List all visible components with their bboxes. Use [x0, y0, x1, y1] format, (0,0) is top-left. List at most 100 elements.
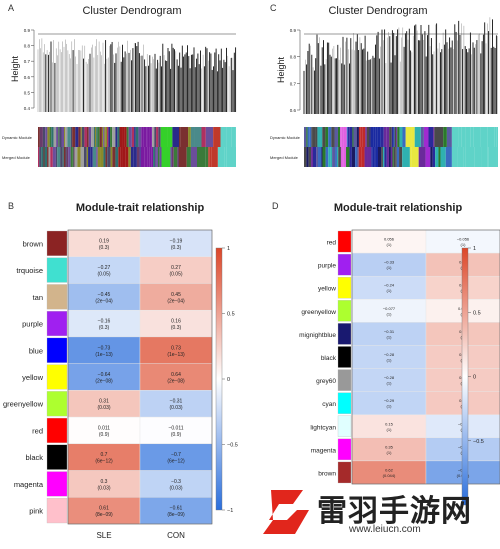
cell-value: (1)	[387, 288, 393, 293]
cell-value: (0.03)	[169, 405, 182, 411]
cell-value: −0.29	[384, 398, 395, 403]
module-name-label: blue	[29, 346, 43, 355]
cell-value: (1)	[387, 311, 393, 316]
cell-value: (1)	[461, 242, 467, 247]
ytick-label: 0.7	[290, 81, 297, 86]
module-color-swatch	[338, 231, 351, 252]
colorbar-label: −0.5	[227, 443, 238, 449]
cell-value: −0.24	[384, 283, 395, 288]
module-name-label: trquoise	[16, 266, 43, 275]
ytick-label: 0.4	[24, 106, 31, 111]
cell-value: (0.3)	[99, 245, 110, 251]
cell-value: 0.011	[98, 425, 110, 431]
cell-value: (8e−09)	[167, 512, 185, 518]
cell-value: 0.64	[171, 372, 181, 378]
cell-value: 0.35	[385, 444, 394, 449]
module-color-strip	[38, 147, 236, 167]
cell-value: (1)	[387, 450, 393, 455]
module-name-label: black	[25, 453, 43, 462]
module-color-swatch	[47, 338, 67, 363]
module-name-label: purple	[318, 263, 336, 270]
module-name-label: grey60	[316, 378, 336, 385]
colorbar-label: 1	[473, 246, 476, 252]
cell-value: −0.28	[384, 375, 395, 380]
module-color-swatch	[47, 391, 67, 416]
module-name-label: purple	[22, 320, 43, 329]
dendrogram-a: Cluster DendrogramHeight0.90.80.70.60.50…	[0, 0, 250, 190]
watermark: 雷羽手游网 www.leiucn.com	[255, 480, 500, 544]
cell-value: −0.45	[98, 292, 111, 298]
cell-value: 0.15	[385, 421, 394, 426]
cell-value: (1)	[387, 242, 393, 247]
module-color-swatch	[338, 300, 351, 321]
module-color-strip	[304, 147, 498, 167]
cell-value: −0.31	[170, 399, 183, 405]
module-color-swatch	[47, 472, 67, 497]
dendrogram-ylabel: Height	[10, 55, 20, 82]
module-color-swatch	[47, 498, 67, 523]
module-color-swatch	[338, 439, 351, 460]
panel-label-a: A	[8, 3, 14, 13]
module-name-label: magenta	[14, 480, 44, 489]
cell-value: −0.31	[384, 329, 395, 334]
colorbar	[462, 248, 468, 505]
cell-value: (8e−09)	[95, 512, 113, 518]
cell-value: (0.3)	[171, 245, 182, 251]
cell-value: 0.31	[99, 399, 109, 405]
cell-value: (6e−12)	[167, 459, 185, 465]
module-name-label: black	[321, 355, 337, 362]
module-name-label: greenyellow	[301, 309, 336, 316]
cell-value: −0.19	[170, 238, 183, 244]
ytick-label: 0.6	[24, 75, 31, 80]
cell-value: (1e−13)	[95, 352, 113, 358]
cell-value: (0.9)	[171, 432, 182, 438]
module-color-swatch	[47, 445, 67, 470]
heatmap-title: Module-trait relationship	[334, 202, 463, 214]
dendrogram-c: Cluster DendrogramHeight0.90.80.70.6Dyna…	[250, 0, 500, 190]
cell-value: (0.044)	[383, 473, 396, 478]
cell-value: (0.05)	[97, 272, 110, 278]
heatmap-title: Module-trait relationship	[76, 202, 205, 214]
cell-value: −0.7	[171, 452, 181, 458]
dendrogram-tree	[38, 34, 236, 112]
cell-value: (0.03)	[169, 485, 182, 491]
module-color-swatch	[47, 365, 67, 390]
panel-label-c: C	[270, 3, 277, 13]
module-color-swatch	[338, 393, 351, 414]
module-name-label: lightcyan	[310, 424, 336, 431]
module-name-label: pink	[29, 507, 43, 516]
colorbar-label: 0.5	[473, 310, 481, 316]
cell-value: (2e−08)	[95, 379, 113, 385]
ytick-label: 0.6	[290, 108, 297, 113]
cell-value: (0.3)	[171, 325, 182, 331]
module-name-label: brown	[23, 239, 43, 248]
colorbar-label: 0.5	[227, 312, 235, 318]
ytick-label: 0.9	[24, 28, 31, 33]
cell-value: 0.27	[171, 265, 181, 271]
cell-value: 0.62	[385, 467, 394, 472]
ytick-label: 0.7	[24, 59, 31, 64]
colorbar-label: 0	[473, 375, 476, 381]
module-name-label: yellow	[318, 286, 336, 293]
cell-value: (2e−08)	[167, 379, 185, 385]
colorbar-label: 0	[227, 377, 230, 383]
dendrogram-title: Cluster Dendrogram	[82, 5, 181, 17]
cell-value: −0.056	[457, 237, 470, 242]
cell-value: 0.45	[171, 292, 181, 298]
cell-value: −0.64	[98, 372, 111, 378]
module-name-label: brown	[318, 470, 336, 477]
cell-value: −0.16	[98, 319, 111, 325]
watermark-url: www.leiucn.com	[349, 524, 421, 535]
module-row-label: Dynamic Module	[2, 135, 33, 140]
dendrogram-title: Cluster Dendrogram	[328, 5, 427, 17]
cell-value: (1)	[387, 334, 393, 339]
cell-value: 0.61	[99, 506, 109, 512]
dendrogram-ylabel: Height	[276, 56, 286, 83]
cell-value: 0.7	[101, 452, 108, 458]
ytick-label: 0.9	[290, 28, 297, 33]
module-color-swatch	[338, 416, 351, 437]
cell-value: −0.011	[168, 425, 183, 431]
